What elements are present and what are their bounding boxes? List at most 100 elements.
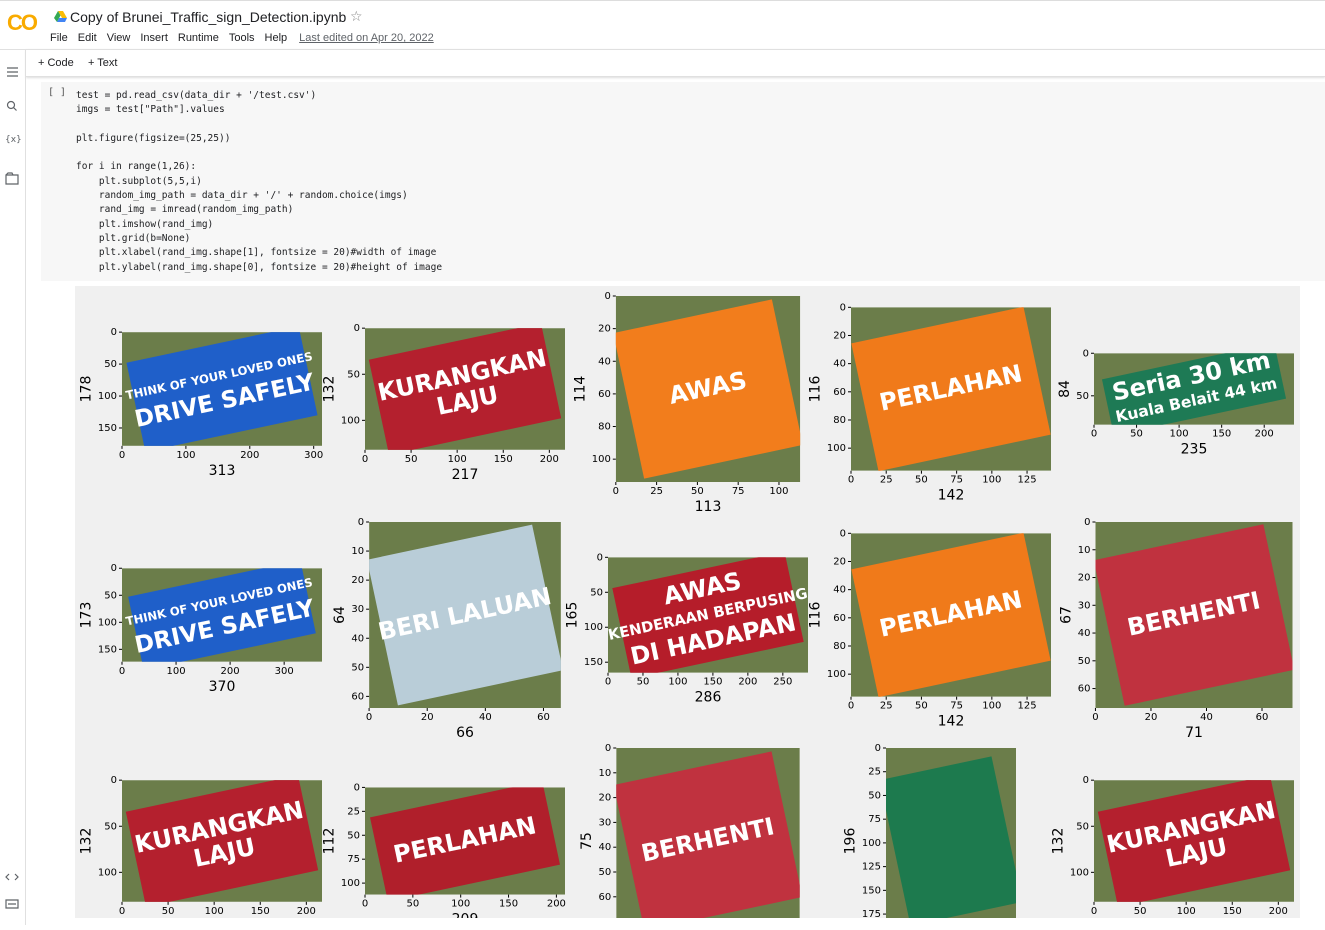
x-tick-label: 200 xyxy=(738,677,757,688)
x-tick-label: 100 xyxy=(668,677,687,688)
x-tick-label: 200 xyxy=(547,899,566,910)
variables-icon[interactable]: {x} xyxy=(5,135,22,145)
logo[interactable]: CO xyxy=(7,10,38,35)
code-editor[interactable]: test = pd.read_csv(data_dir + '/test.csv… xyxy=(76,89,442,275)
y-tick-label: 50 xyxy=(347,830,360,841)
y-tick-label: 50 xyxy=(590,587,603,598)
x-tick-label: 100 xyxy=(176,450,195,461)
y-tick-label: 20 xyxy=(833,556,846,567)
y-tick-label: 0 xyxy=(1084,517,1090,528)
add-code-button[interactable]: + Code xyxy=(38,57,74,69)
x-axis-label: 142 xyxy=(938,488,965,504)
sign xyxy=(885,756,1017,926)
files-icon[interactable] xyxy=(5,172,19,185)
menu-item[interactable]: File xyxy=(50,32,68,44)
toc-icon[interactable] xyxy=(7,67,18,77)
x-tick-label: 20 xyxy=(421,712,434,723)
code-cell[interactable]: [ ] test = pd.read_csv(data_dir + '/test… xyxy=(41,82,1325,281)
y-tick-label: 100 xyxy=(341,878,360,889)
sign xyxy=(615,299,801,479)
menu-item[interactable]: Help xyxy=(264,32,288,44)
image: AWAS xyxy=(615,296,801,482)
y-tick-label: 0 xyxy=(605,743,611,754)
y-axis-label: 84 xyxy=(1057,380,1073,398)
menu-item[interactable]: Edit xyxy=(77,32,97,44)
x-axis-label: 113 xyxy=(695,499,722,515)
y-axis-label: 178 xyxy=(79,376,95,403)
top-bar: CO Copy of Brunei_Traffic_sign_Detection… xyxy=(0,0,1325,50)
code-line: for i in range(1,26): xyxy=(76,161,197,173)
code-line: test = pd.read_csv(data_dir + '/test.csv… xyxy=(76,90,317,101)
code-line xyxy=(76,146,442,160)
sign xyxy=(1097,780,1291,902)
y-tick-label: 50 xyxy=(1076,391,1089,402)
x-tick-label: 75 xyxy=(950,701,963,712)
x-tick-label: 25 xyxy=(650,486,663,497)
y-tick-label: 50 xyxy=(351,662,364,673)
y-tick-label: 150 xyxy=(98,423,117,434)
x-tick-label: 0 xyxy=(848,475,854,486)
terminal-icon[interactable] xyxy=(5,899,19,909)
star-icon[interactable]: ☆ xyxy=(350,8,363,24)
x-axis-label: 235 xyxy=(1181,442,1208,458)
x-tick-label: 150 xyxy=(251,906,270,917)
code-line: plt.subplot(5,5,i) xyxy=(76,175,202,187)
run-button[interactable]: [ ] xyxy=(48,87,67,98)
x-tick-label: 200 xyxy=(540,454,559,465)
y-tick-label: 0 xyxy=(1083,348,1089,359)
y-tick-label: 75 xyxy=(347,854,360,865)
cell-output: THINK OF YOUR LOVED ONES DRIVE SAFELY 0 100… xyxy=(75,286,1300,930)
x-tick-label: 0 xyxy=(613,486,619,497)
menu-item[interactable]: Runtime xyxy=(177,32,219,44)
last-edited[interactable]: Last edited on Apr 20, 2022 xyxy=(299,32,434,44)
y-tick-label: 60 xyxy=(599,892,612,903)
y-tick-label: 0 xyxy=(875,743,881,754)
search-icon[interactable] xyxy=(6,100,16,110)
y-tick-label: 100 xyxy=(584,622,603,633)
x-tick-label: 50 xyxy=(162,906,175,917)
menu-item[interactable]: Insert xyxy=(140,32,168,44)
x-tick-label: 125 xyxy=(1018,475,1037,486)
x-tick-label: 0 xyxy=(119,906,125,917)
add-text-button[interactable]: + Text xyxy=(88,57,118,69)
y-tick-label: 0 xyxy=(354,782,360,793)
image: BERI LALUAN xyxy=(369,522,561,708)
x-tick-label: 25 xyxy=(880,701,893,712)
sign xyxy=(368,328,562,450)
sign xyxy=(126,332,318,446)
sidebar-icons: {x} xyxy=(5,67,22,909)
y-tick-label: 50 xyxy=(1078,656,1091,667)
y-tick-label: 150 xyxy=(584,657,603,668)
y-tick-label: 75 xyxy=(868,814,881,825)
y-tick-label: 0 xyxy=(840,528,846,539)
code-icon[interactable] xyxy=(5,873,19,881)
menu-item[interactable]: View xyxy=(106,32,131,44)
x-tick-label: 0 xyxy=(605,677,611,688)
code-line: plt.xlabel(rand_img.shape[1], fontsize =… xyxy=(76,247,437,259)
y-tick-label: 20 xyxy=(598,324,611,335)
image: BERHENTI xyxy=(1095,522,1293,708)
image: PERLAHAN xyxy=(365,787,565,895)
y-tick-label: 40 xyxy=(833,359,846,370)
notebook-title[interactable]: Copy of Brunei_Traffic_sign_Detection.ip… xyxy=(70,9,347,25)
y-tick-label: 40 xyxy=(833,585,846,596)
y-tick-label: 100 xyxy=(862,838,881,849)
sign xyxy=(369,524,561,706)
x-tick-label: 150 xyxy=(703,677,722,688)
y-tick-label: 10 xyxy=(351,546,364,557)
y-tick-label: 40 xyxy=(351,633,364,644)
x-tick-label: 60 xyxy=(1256,712,1269,723)
x-tick-label: 200 xyxy=(1269,906,1288,917)
menu-item[interactable]: Tools xyxy=(228,32,255,44)
x-tick-label: 100 xyxy=(451,899,470,910)
x-axis-label: 66 xyxy=(456,725,474,741)
y-tick-label: 0 xyxy=(111,327,117,338)
x-tick-label: 200 xyxy=(1255,429,1274,440)
x-axis-label: 209 xyxy=(452,912,479,918)
y-tick-label: 20 xyxy=(833,330,846,341)
